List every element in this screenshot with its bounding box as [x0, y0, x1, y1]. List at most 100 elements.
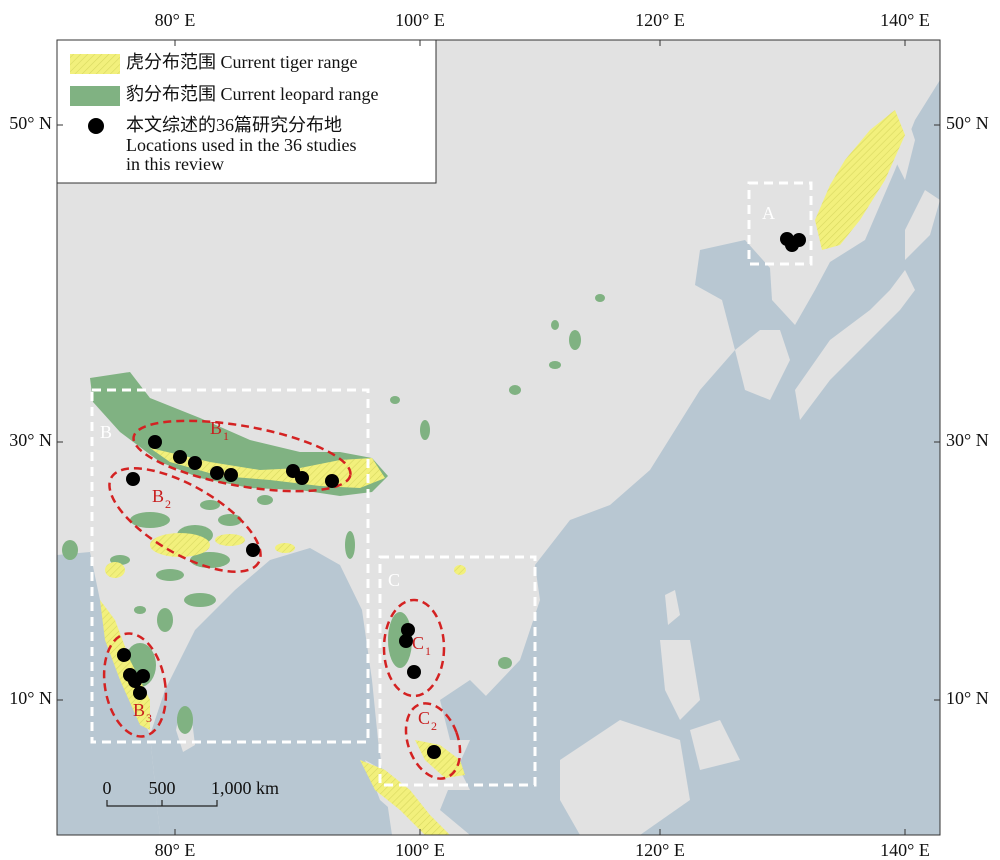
leopard-range-shape — [90, 372, 388, 496]
region-subscript: 2 — [165, 497, 171, 511]
leopard-range-shape — [130, 512, 170, 528]
islands-shape — [905, 190, 940, 260]
tiger-range-shape — [215, 534, 245, 546]
region-label: B — [133, 700, 145, 720]
islands-shape — [660, 640, 700, 720]
sea-shape — [150, 548, 392, 835]
legend-box — [56, 39, 437, 184]
leopard-range-shape — [134, 606, 146, 614]
graticule-labels: 80° E 80° E 100° E 100° E 120° E 120° E 140° E… — [9, 10, 988, 860]
study-locations — [117, 232, 806, 759]
sea-shape — [440, 680, 490, 740]
tiger-range-shape — [815, 110, 905, 250]
study-locations-shape — [136, 669, 150, 683]
leopard-range-shape — [420, 420, 430, 440]
legend: 虎分布范围 Current tiger range 豹分布范围 Current … — [56, 39, 437, 184]
sea-shape — [430, 80, 940, 835]
region-label: B — [210, 418, 222, 438]
study-ellipses-shape — [382, 598, 446, 698]
tiger-swatch — [70, 54, 120, 74]
islands-shape — [690, 720, 740, 770]
tiger-range-shape — [275, 543, 295, 553]
leopard-range-shape — [509, 385, 521, 395]
leopard-range-shape — [257, 495, 273, 505]
leopard-range-shape — [157, 608, 173, 632]
region-subscript: 1 — [425, 644, 431, 658]
study-locations-shape — [399, 634, 413, 648]
islands-shape — [665, 590, 680, 625]
study-ellipses-shape — [108, 467, 262, 573]
leopard-range-shape — [156, 569, 184, 581]
study-ellipses-shape — [132, 419, 352, 493]
study-locations-shape — [785, 238, 799, 252]
longitude-label: 140° E — [880, 10, 930, 30]
region-label: B — [152, 486, 164, 506]
region-label: A — [762, 203, 775, 223]
legend-label: 虎分布范围 Current tiger range — [126, 52, 357, 72]
leopard-range-shape — [184, 593, 216, 607]
study-boxes-shape — [90, 388, 370, 744]
islands-shape — [560, 720, 690, 835]
study-locations-shape — [126, 472, 140, 486]
region-subscript: 1 — [223, 429, 229, 443]
region-label: C — [388, 570, 400, 590]
tiger-range-shape — [105, 562, 125, 578]
study-boxes-shape — [747, 181, 813, 266]
map-area — [57, 40, 940, 835]
study-locations-shape — [407, 665, 421, 679]
sea — [57, 40, 940, 835]
study-locations-shape — [224, 468, 238, 482]
leopard-range-shape — [62, 540, 78, 560]
study-ellipses — [102, 419, 462, 780]
leopard-swatch — [70, 86, 120, 106]
region-subscript: 2 — [431, 719, 437, 733]
leopard-range-shape — [551, 320, 559, 330]
study-locations-shape — [325, 474, 339, 488]
map-frame — [56, 39, 941, 836]
study-ellipses-shape — [404, 702, 462, 780]
leopard-range-shape — [390, 396, 400, 404]
longitude-label: 140° E — [880, 840, 930, 860]
leopard-range-shape — [177, 706, 193, 734]
leopard-range-shape — [569, 330, 581, 350]
islands-shape — [795, 270, 915, 420]
region-label: C — [418, 708, 430, 728]
islands-shape — [735, 330, 790, 400]
study-locations-shape — [148, 435, 162, 449]
study-boxes-shape — [378, 555, 537, 787]
longitude-label: 120° E — [635, 840, 685, 860]
latitude-label: 10° N — [946, 688, 989, 708]
leopard-range — [62, 294, 605, 734]
tiger-range-shape — [150, 533, 210, 557]
region-label: C — [412, 633, 424, 653]
leopard-range-shape — [498, 657, 512, 669]
leopard-range-shape — [595, 294, 605, 302]
leopard-range-shape — [190, 552, 230, 568]
study-boxes — [90, 181, 813, 787]
leopard-range-shape — [549, 361, 561, 369]
scale-line — [106, 800, 218, 807]
latitude-label: 50° N — [9, 113, 52, 133]
region-label: B — [100, 422, 112, 442]
sea-shape — [57, 552, 160, 835]
legend-label: 豹分布范围 Current leopard range — [126, 84, 378, 104]
study-ellipses-shape — [102, 632, 168, 738]
study-locations-shape — [173, 450, 187, 464]
study-locations-shape — [133, 686, 147, 700]
legend-label: Locations used in the 36 studies — [126, 135, 356, 155]
scale-bar: 0 500 1,000 km — [103, 778, 279, 807]
scale-label: 500 — [149, 778, 176, 798]
study-locations-shape — [117, 648, 131, 662]
tiger-range-shape — [454, 565, 466, 575]
longitude-label: 80° E — [155, 840, 196, 860]
region-subscript: 3 — [146, 711, 152, 725]
leopard-range-shape — [200, 500, 220, 510]
latitude-label: 30° N — [9, 430, 52, 450]
location-swatch — [88, 118, 104, 134]
longitude-label: 120° E — [635, 10, 685, 30]
islands-shape — [890, 110, 915, 180]
study-locations-shape — [295, 471, 309, 485]
study-locations-shape — [246, 543, 260, 557]
